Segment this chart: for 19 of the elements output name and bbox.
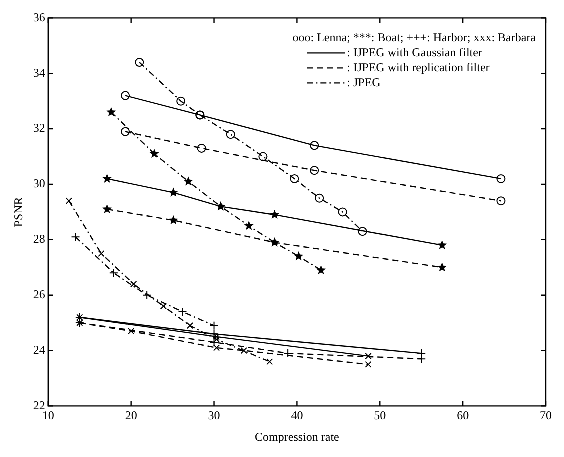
- x-tick-label: 30: [208, 408, 220, 423]
- annotation: ooo: Lenna; ***: Boat; +++: Harbor; xxx: Barbara: [292, 30, 537, 44]
- y-tick-label: 24: [33, 342, 46, 357]
- x-tick-label: 20: [125, 408, 138, 423]
- y-tick-label: 32: [33, 121, 46, 136]
- y-tick-label: 26: [33, 288, 46, 302]
- x-tick-label: 70: [540, 408, 552, 423]
- x-axis-title: Compression rate: [255, 430, 340, 444]
- x-tick-label: 60: [457, 408, 470, 423]
- y-tick-label: 28: [33, 232, 46, 246]
- x-tick-label: 40: [291, 408, 304, 423]
- y-tick-label: 30: [33, 176, 46, 191]
- annotation: : JPEG: [347, 75, 382, 90]
- y-tick-label: 34: [33, 66, 46, 80]
- x-tick-label: 50: [374, 408, 386, 423]
- annotation: : IJPEG with Gaussian filter: [347, 45, 482, 60]
- y-axis-title: PSNR: [11, 197, 26, 228]
- y-tick-label: 36: [33, 10, 46, 24]
- annotation: : IJPEG with replication filter: [347, 60, 490, 74]
